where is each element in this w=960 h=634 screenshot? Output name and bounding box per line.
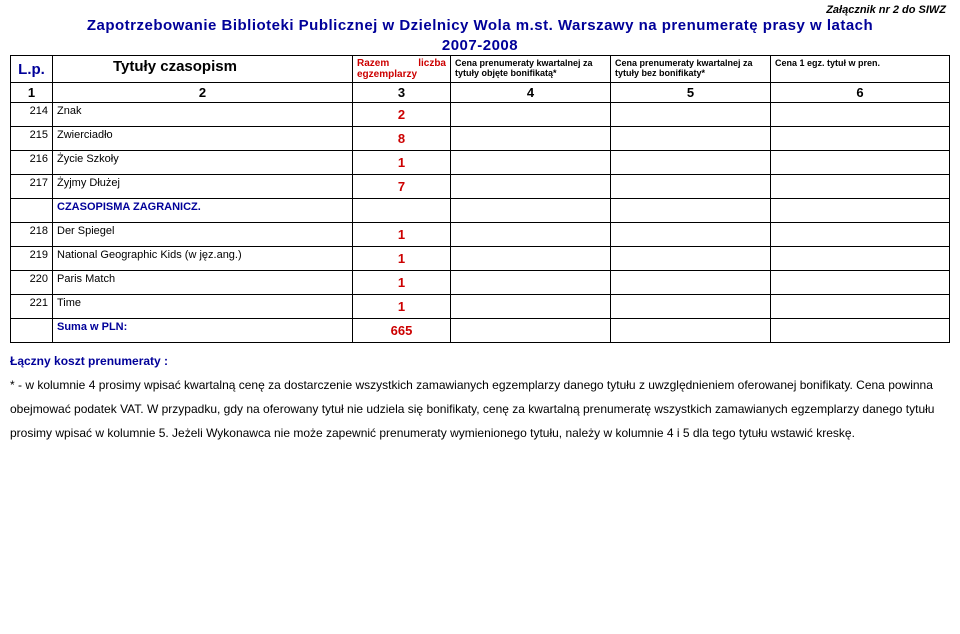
sum-label: Suma w PLN: [53,319,353,343]
row-c4 [451,319,611,343]
row-lp: 214 [11,103,53,127]
row-c5 [611,271,771,295]
header-col5: Cena prenumeraty kwartalnej za tytuły be… [611,56,771,83]
numcell: 2 [53,83,353,103]
footer-body: * - w kolumnie 4 prosimy wpisać kwartaln… [10,378,934,440]
row-c6 [771,103,950,127]
row-c5 [611,151,771,175]
row-qty: 2 [353,103,451,127]
row-qty: 1 [353,151,451,175]
title-line2: 2007-2008 [442,37,518,54]
table-row: 220 Paris Match 1 [11,271,950,295]
row-c5 [611,103,771,127]
numcell: 4 [451,83,611,103]
row-c5 [611,223,771,247]
sum-row: Suma w PLN: 665 [11,319,950,343]
row-title: Życie Szkoły [53,151,353,175]
header-lp: L.p. [11,56,53,83]
row-qty: 1 [353,247,451,271]
row-c6 [771,295,950,319]
section-row: CZASOPISMA ZAGRANICZ. [11,199,950,223]
row-lp [11,319,53,343]
table-row: 218 Der Spiegel 1 [11,223,950,247]
header-col4: Cena prenumeraty kwartalnej za tytuły ob… [451,56,611,83]
row-c5 [611,199,771,223]
row-c5 [611,295,771,319]
row-title: Der Spiegel [53,223,353,247]
row-c6 [771,319,950,343]
table-row: 215 Zwierciadło 8 [11,127,950,151]
table-row: 219 National Geographic Kids (w jęz.ang.… [11,247,950,271]
title-line1: Zapotrzebowanie Biblioteki Publicznej w … [87,17,873,34]
row-lp: 220 [11,271,53,295]
row-c5 [611,247,771,271]
attachment-label: Załącznik nr 2 do SIWZ [10,4,950,16]
row-c6 [771,127,950,151]
row-c6 [771,247,950,271]
row-c4 [451,127,611,151]
header-row: L.p. Tytuły czasopism Razem liczba egzem… [11,56,950,83]
row-lp: 215 [11,127,53,151]
row-c4 [451,271,611,295]
row-qty: 8 [353,127,451,151]
row-qty: 7 [353,175,451,199]
table-row: 221 Time 1 [11,295,950,319]
row-lp: 219 [11,247,53,271]
row-lp: 221 [11,295,53,319]
numcell: 3 [353,83,451,103]
row-lp: 217 [11,175,53,199]
row-c5 [611,319,771,343]
row-c6 [771,151,950,175]
numcell: 1 [11,83,53,103]
row-c4 [451,199,611,223]
row-lp: 216 [11,151,53,175]
row-c6 [771,223,950,247]
row-title: National Geographic Kids (w jęz.ang.) [53,247,353,271]
footer: Łączny koszt prenumeraty : * - w kolumni… [10,349,950,445]
row-c4 [451,175,611,199]
row-c4 [451,295,611,319]
header-titles: Tytuły czasopism [53,56,353,83]
row-title: Time [53,295,353,319]
num-row: 1 2 3 4 5 6 [11,83,950,103]
sum-value: 665 [353,319,451,343]
section-title: CZASOPISMA ZAGRANICZ. [53,199,353,223]
table-row: 214 Znak 2 [11,103,950,127]
table-row: 217 Żyjmy Dłużej 7 [11,175,950,199]
main-table: L.p. Tytuły czasopism Razem liczba egzem… [10,55,950,343]
row-c4 [451,103,611,127]
row-c4 [451,223,611,247]
row-title: Żyjmy Dłużej [53,175,353,199]
row-c5 [611,127,771,151]
row-c4 [451,151,611,175]
footer-heading: Łączny koszt prenumeraty : [10,354,168,368]
row-qty: 1 [353,271,451,295]
header-razem: Razem liczba egzemplarzy [353,56,451,83]
row-qty: 1 [353,295,451,319]
row-c6 [771,199,950,223]
row-lp: 218 [11,223,53,247]
row-c5 [611,175,771,199]
numcell: 5 [611,83,771,103]
row-title: Znak [53,103,353,127]
main-title: Zapotrzebowanie Biblioteki Publicznej w … [10,16,950,55]
table-row: 216 Życie Szkoły 1 [11,151,950,175]
row-c6 [771,175,950,199]
row-c6 [771,271,950,295]
header-col6: Cena 1 egz. tytuł w pren. [771,56,950,83]
row-qty: 1 [353,223,451,247]
numcell: 6 [771,83,950,103]
row-qty [353,199,451,223]
row-title: Paris Match [53,271,353,295]
row-lp [11,199,53,223]
row-c4 [451,247,611,271]
row-title: Zwierciadło [53,127,353,151]
